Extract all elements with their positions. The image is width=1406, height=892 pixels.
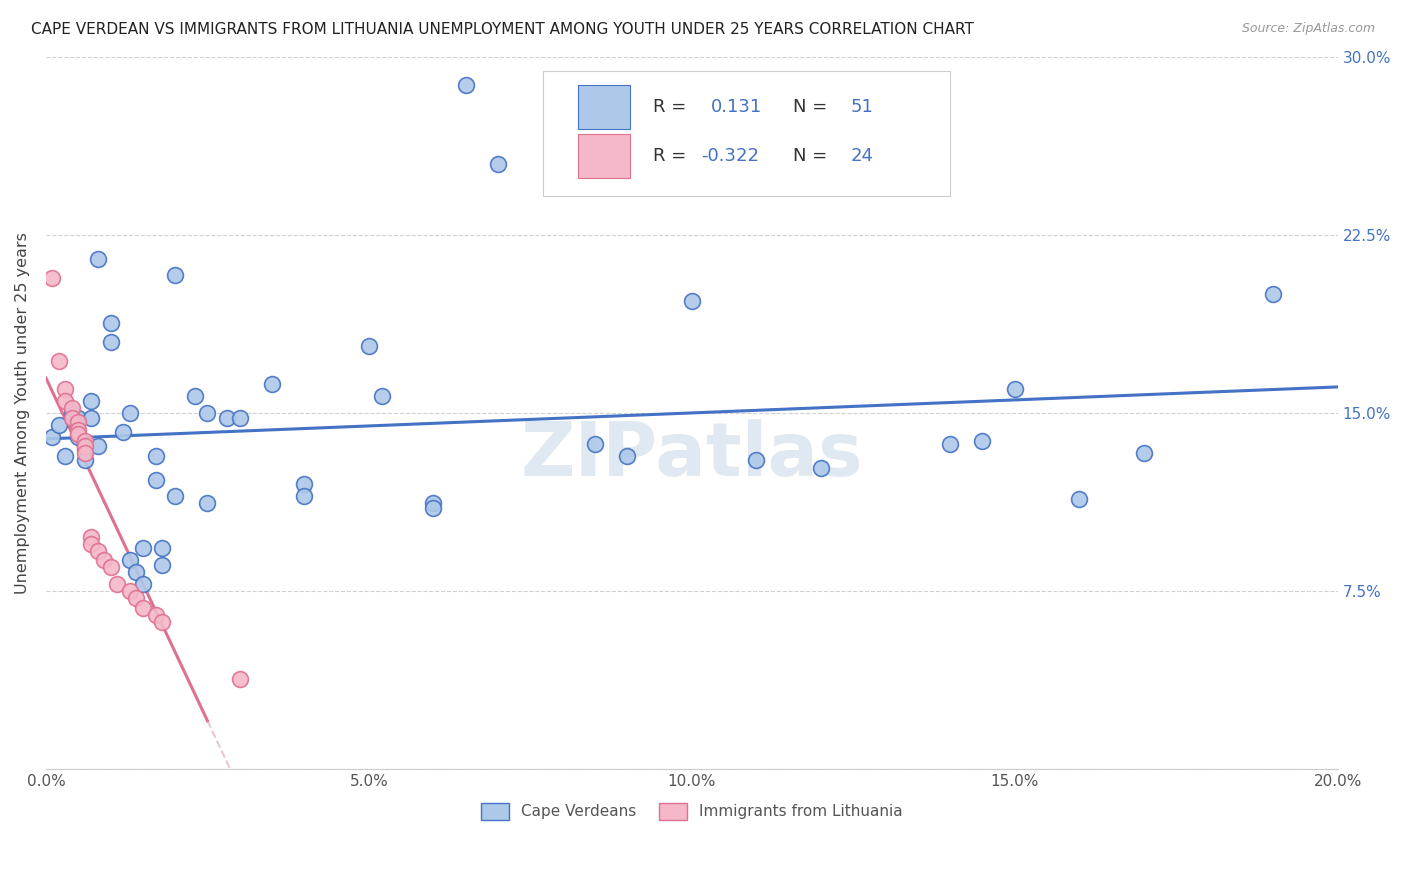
Text: 51: 51 [851,98,873,116]
Point [486,156,509,170]
Point [118,406,141,420]
Point [422,501,444,516]
Point [681,294,703,309]
Point [86,252,108,266]
Point [112,425,135,439]
Text: 0.131: 0.131 [711,98,762,116]
Point [183,389,205,403]
Point [292,477,315,491]
Point [67,430,90,444]
Point [105,577,128,591]
Point [197,406,219,420]
Point [454,78,477,92]
Point [145,607,167,622]
Point [118,553,141,567]
Point [80,394,103,409]
Point [118,584,141,599]
Point [86,543,108,558]
Text: R =: R = [652,147,692,165]
Text: N =: N = [793,147,832,165]
FancyBboxPatch shape [543,71,950,195]
Point [67,427,90,442]
Point [41,430,63,444]
Point [1133,446,1156,460]
Point [53,382,76,396]
Point [197,496,219,510]
Point [60,410,83,425]
Point [1069,491,1091,506]
Y-axis label: Unemployment Among Youth under 25 years: Unemployment Among Youth under 25 years [15,232,30,594]
Point [228,410,250,425]
Point [60,406,83,420]
Point [48,353,70,368]
Point [150,615,173,629]
Point [371,389,394,403]
Point [810,460,832,475]
Point [73,442,96,456]
Point [165,489,187,503]
Point [73,434,96,449]
Text: CAPE VERDEAN VS IMMIGRANTS FROM LITHUANIA UNEMPLOYMENT AMONG YOUTH UNDER 25 YEAR: CAPE VERDEAN VS IMMIGRANTS FROM LITHUANI… [31,22,974,37]
Text: R =: R = [652,98,692,116]
Point [100,316,122,330]
Point [60,401,83,416]
Point [125,565,148,579]
FancyBboxPatch shape [578,134,630,178]
Point [73,453,96,467]
Point [41,270,63,285]
Point [215,410,238,425]
Point [145,449,167,463]
Point [150,541,173,556]
Point [53,394,76,409]
Point [132,541,155,556]
Point [80,536,103,550]
Point [939,437,962,451]
Point [125,591,148,606]
Point [228,672,250,686]
Point [150,558,173,572]
Point [80,529,103,543]
Point [93,553,115,567]
Legend: Cape Verdeans, Immigrants from Lithuania: Cape Verdeans, Immigrants from Lithuania [475,797,908,826]
Point [100,334,122,349]
Text: 24: 24 [851,147,873,165]
Point [86,439,108,453]
Point [53,449,76,463]
Point [422,496,444,510]
Point [145,473,167,487]
Point [165,268,187,283]
Point [132,577,155,591]
Point [48,417,70,432]
Point [67,410,90,425]
Point [357,339,380,353]
Point [972,434,994,449]
Point [73,446,96,460]
Text: ZIPatlas: ZIPatlas [520,419,863,492]
Point [292,489,315,503]
FancyBboxPatch shape [578,85,630,129]
Point [583,437,606,451]
Point [73,439,96,453]
Point [100,560,122,574]
Text: -0.322: -0.322 [700,147,759,165]
Point [1261,287,1284,301]
Point [260,377,283,392]
Point [132,600,155,615]
Point [80,410,103,425]
Point [616,449,638,463]
Text: Source: ZipAtlas.com: Source: ZipAtlas.com [1241,22,1375,36]
Point [67,423,90,437]
Point [745,453,768,467]
Point [67,416,90,430]
Text: N =: N = [793,98,832,116]
Point [1004,382,1026,396]
